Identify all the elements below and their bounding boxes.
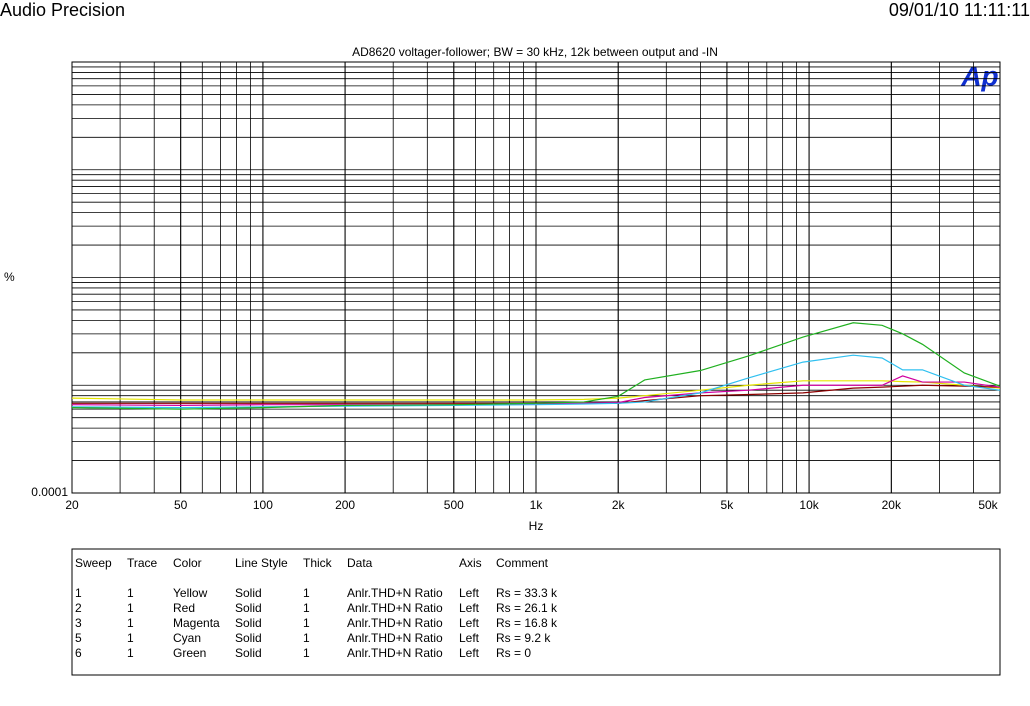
table-header: Data: [347, 556, 373, 570]
table-cell: 6: [75, 646, 82, 660]
table-cell: Solid: [235, 646, 262, 660]
table-cell: Yellow: [173, 586, 208, 600]
table-cell: 1: [303, 631, 310, 645]
table-cell: 1: [127, 646, 134, 660]
table-cell: Anlr.THD+N Ratio: [347, 646, 443, 660]
table-cell: Solid: [235, 601, 262, 615]
x-tick-label: 500: [444, 498, 464, 512]
table-cell: Anlr.THD+N Ratio: [347, 616, 443, 630]
y-axis-label: %: [4, 270, 15, 284]
x-tick-label: 20: [65, 498, 79, 512]
table-cell: Anlr.THD+N Ratio: [347, 601, 443, 615]
x-tick-label: 200: [335, 498, 355, 512]
table-cell: 1: [127, 631, 134, 645]
timestamp: 09/01/10 11:11:11: [889, 0, 1030, 20]
table-cell: Solid: [235, 631, 262, 645]
table-cell: Left: [459, 646, 480, 660]
legend-table-box: [71, 548, 1001, 676]
table-header: Line Style: [235, 556, 288, 570]
table-cell: 1: [303, 616, 310, 630]
table-cell: Rs = 9.2 k: [496, 631, 551, 645]
table-header: Thick: [303, 556, 333, 570]
x-tick-label: 50k: [978, 498, 998, 512]
brand: Audio Precision: [0, 0, 125, 20]
x-tick-label: 2k: [612, 498, 626, 512]
x-axis-label: Hz: [529, 519, 544, 533]
logo: Ap: [960, 60, 998, 91]
table-cell: Anlr.THD+N Ratio: [347, 631, 443, 645]
table-cell: Rs = 16.8 k: [496, 616, 558, 630]
x-tick-label: 10k: [799, 498, 819, 512]
y-tick-label: 0.0001: [31, 485, 68, 499]
x-tick-label: 100: [253, 498, 273, 512]
x-tick-label: 1k: [530, 498, 544, 512]
table-cell: Cyan: [173, 631, 201, 645]
x-tick-label: 5k: [721, 498, 735, 512]
series-line: [71, 322, 1001, 410]
table-cell: Rs = 33.3 k: [496, 586, 558, 600]
table-cell: 1: [127, 616, 134, 630]
table-header: Sweep: [75, 556, 112, 570]
table-cell: Magenta: [173, 616, 220, 630]
table-cell: 1: [127, 601, 134, 615]
table-cell: Red: [173, 601, 195, 615]
table-cell: Green: [173, 646, 206, 660]
table-cell: Left: [459, 631, 480, 645]
series-line: [71, 380, 1001, 401]
x-tick-label: 50: [174, 498, 188, 512]
table-cell: Left: [459, 586, 480, 600]
table-cell: 1: [303, 601, 310, 615]
table-cell: 5: [75, 631, 82, 645]
table-cell: 1: [75, 586, 82, 600]
table-cell: Left: [459, 616, 480, 630]
table-header: Trace: [127, 556, 158, 570]
table-header: Comment: [496, 556, 549, 570]
x-tick-label: 20k: [882, 498, 902, 512]
table-header: Color: [173, 556, 202, 570]
table-cell: Rs = 0: [496, 646, 531, 660]
plot-frame: [71, 61, 1001, 494]
table-cell: 1: [127, 586, 134, 600]
table-cell: Left: [459, 601, 480, 615]
table-cell: Solid: [235, 616, 262, 630]
series-line: [72, 384, 1001, 404]
table-cell: 3: [75, 616, 82, 630]
table-cell: 1: [303, 646, 310, 660]
chart-title: AD8620 voltager-follower; BW = 30 kHz, 1…: [352, 45, 718, 59]
table-cell: 1: [303, 586, 310, 600]
table-cell: Anlr.THD+N Ratio: [347, 586, 443, 600]
series-line: [71, 375, 1001, 407]
table-header: Axis: [459, 556, 482, 570]
table-cell: Rs = 26.1 k: [496, 601, 558, 615]
table-cell: 2: [75, 601, 82, 615]
table-cell: Solid: [235, 586, 262, 600]
